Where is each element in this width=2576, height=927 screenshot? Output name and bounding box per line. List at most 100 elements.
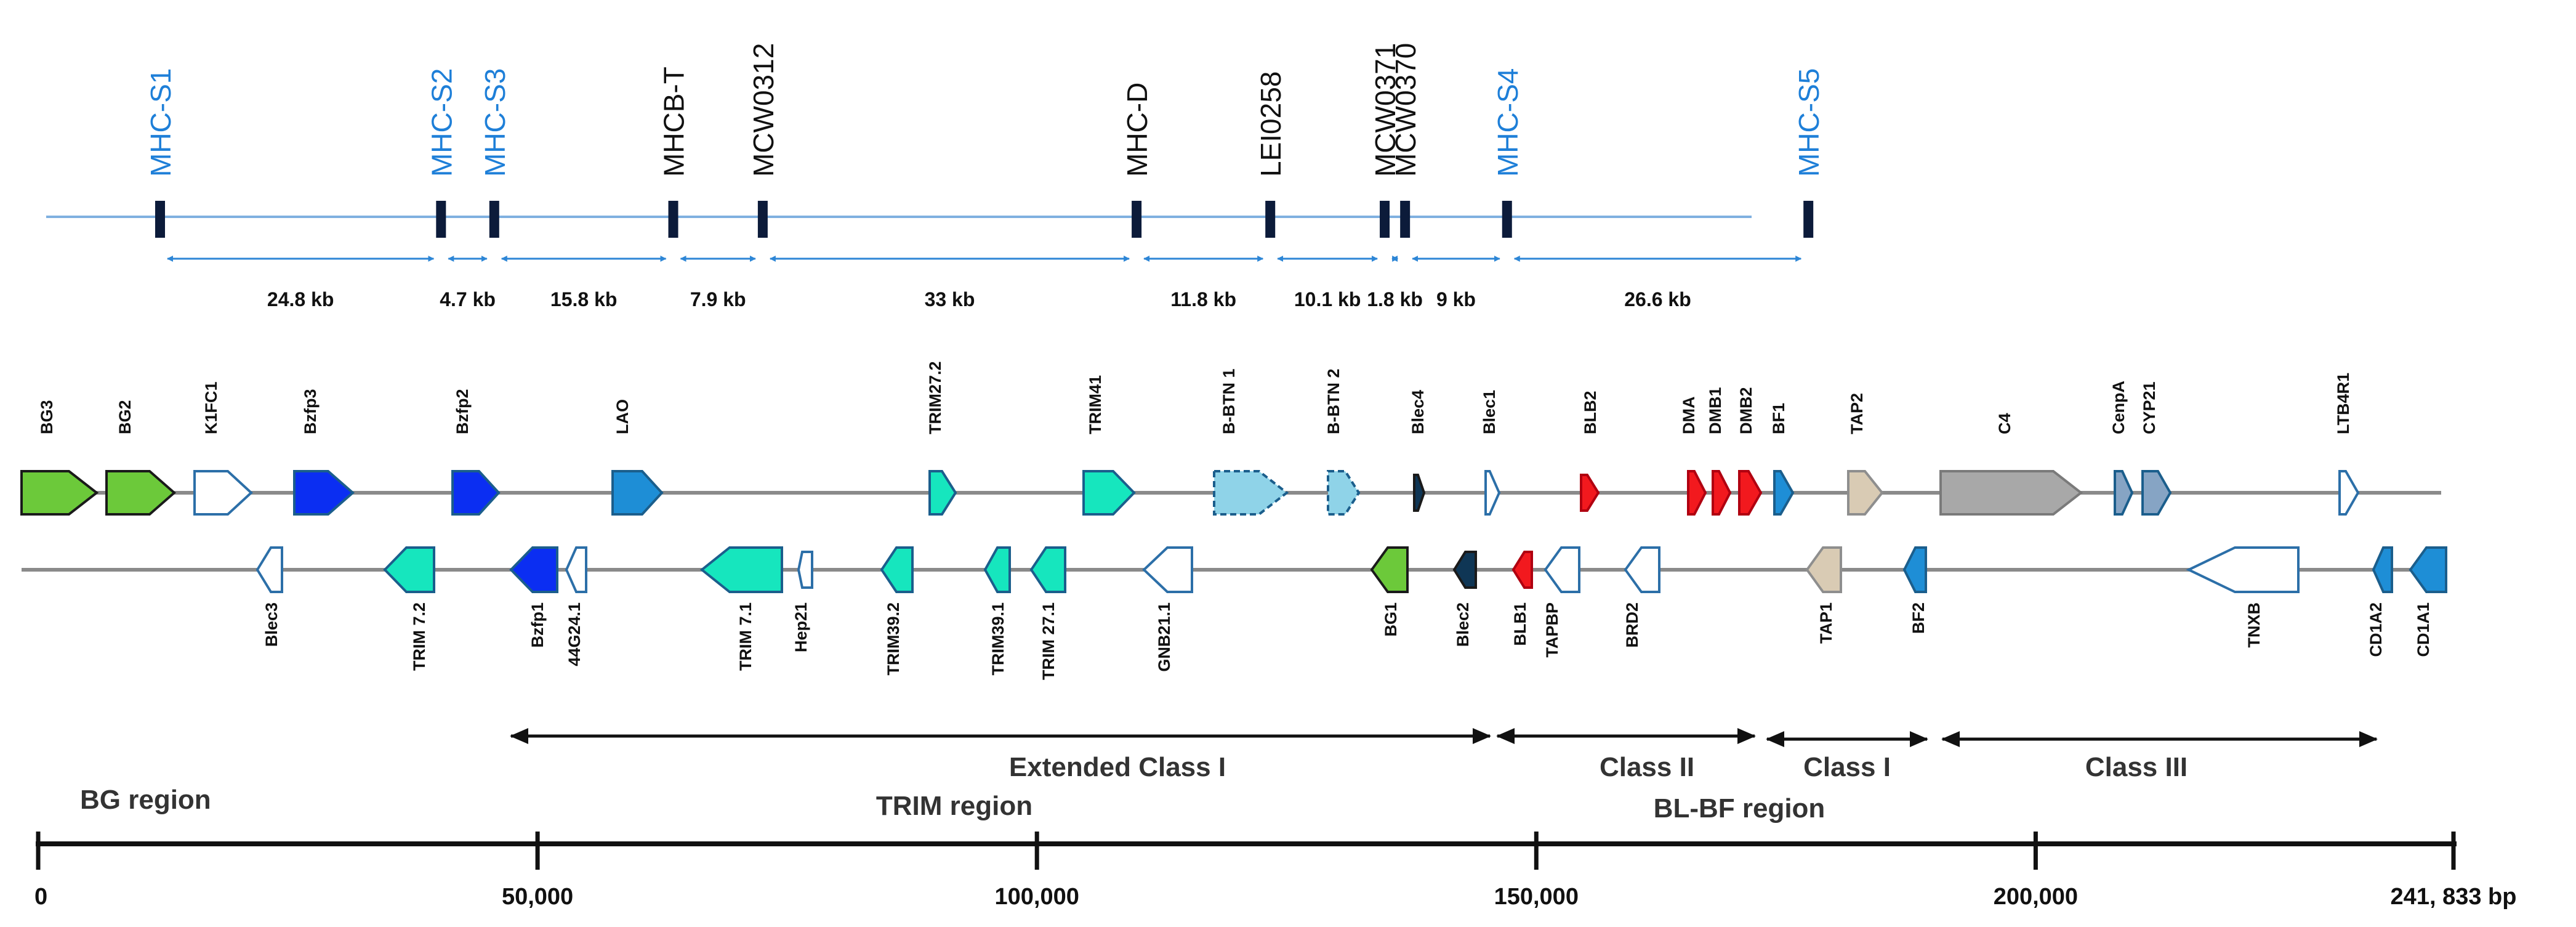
gene-label-bg3: BG3 [38, 400, 56, 434]
gene-label-blec3: Blec3 [262, 602, 281, 647]
gene-trim27-2 [928, 470, 957, 516]
gene-dmb1 [1712, 470, 1732, 516]
gene-label-trim39-2: TRIM39.2 [884, 602, 903, 676]
gene-label-trim39-1: TRIM39.1 [989, 602, 1007, 676]
distance-label: 26.6 kb [1624, 288, 1691, 310]
gene-tnxb [2186, 546, 2300, 593]
marker-tick-mcw0312 [757, 201, 768, 238]
gene-label-cyp21: CYP21 [2140, 381, 2159, 434]
distance-label: 24.8 kb [267, 288, 334, 310]
gene-label-dma: DMA [1680, 397, 1698, 435]
marker-tick-mhc-s5 [1803, 201, 1814, 238]
gene-blec2 [1452, 551, 1477, 589]
marker-tick-mcw0370 [1400, 201, 1411, 238]
distance-label: 33 kb [925, 288, 975, 310]
gene-trim-27-1 [1029, 546, 1066, 593]
marker-tick-mhc-s3 [489, 201, 499, 238]
gene-label-bzfp1: Bzfp1 [528, 602, 547, 648]
gene-label-b-btn-2: B-BTN 2 [1324, 369, 1343, 435]
gene-label-lao: LAO [613, 399, 632, 434]
distance-label: 15.8 kb [550, 288, 618, 310]
distance-label: 1.8 kb [1367, 288, 1423, 310]
scale-label: 150,000 [1494, 884, 1579, 910]
gene-blb1 [1511, 551, 1533, 589]
class-iii-label: Class III [2085, 752, 2188, 782]
top-gene-labels: BG3 BG2 K1FC1 Bzfp3 Bzfp2 LAO TRIM27.2 TRIM41 B-… [38, 361, 2353, 434]
gene-label-cd1a1: CD1A1 [2414, 602, 2433, 657]
scale-label: 100,000 [995, 884, 1079, 910]
gene-label-blec2: Blec2 [1454, 602, 1472, 647]
distance-label: 10.1 kb [1294, 288, 1361, 310]
marker-label-mcw0370: MCW0370 [1390, 43, 1422, 177]
class-i-label: Class I [1803, 752, 1891, 782]
trim-region-label: TRIM region [876, 791, 1032, 821]
gene-label-cd1a2: CD1A2 [2367, 602, 2385, 657]
marker-tick-lei0258 [1265, 201, 1276, 238]
gene-lao [611, 470, 664, 516]
bg-region-label: BG region [80, 785, 211, 815]
distance-label: 4.7 kb [440, 288, 496, 310]
gene-cyp21 [2141, 470, 2172, 516]
gene-k1fc1 [193, 470, 253, 516]
gene-bzfp2 [451, 470, 501, 516]
marker-label-mhc-d: MHC-D [1121, 83, 1153, 177]
marker-map: MHC-S1 MHC-S2 MHC-S3 MHCB-T MCW0312 MHC-D LEI0… [46, 43, 1825, 310]
marker-tick-mhcb-t [668, 201, 678, 238]
class-ii-label: Class II [1600, 752, 1694, 782]
distance-label: 7.9 kb [690, 288, 746, 310]
gene-label-brd2: BRD2 [1623, 602, 1641, 648]
gene-label-bf2: BF2 [1909, 602, 1928, 634]
gene-blec1 [1484, 470, 1501, 516]
gene-label-hep21: Hep21 [792, 602, 810, 652]
gene-c4 [1939, 470, 2083, 516]
gene-label-c4: C4 [1995, 413, 2014, 434]
gene-label-b-btn-1: B-BTN 1 [1220, 369, 1238, 435]
gene-label-44g24-1: 44G24.1 [565, 602, 584, 666]
gene-label-trim-7-2: TRIM 7.2 [410, 602, 429, 671]
extended-class-i-label: Extended Class I [1009, 752, 1226, 782]
gene-blb2 [1580, 474, 1600, 512]
distance-label: 9 kb [1436, 288, 1476, 310]
marker-label-mhc-s1: MHC-S1 [145, 68, 177, 177]
marker-labels: MHC-S1 MHC-S2 MHC-S3 MHCB-T MCW0312 MHC-D LEI0… [145, 43, 1825, 177]
marker-tick-mhc-s2 [436, 201, 446, 238]
marker-ticks [155, 201, 1814, 238]
marker-tick-mcw0371 [1380, 201, 1390, 238]
gene-bzfp3 [293, 470, 355, 516]
gene-label-trim41: TRIM41 [1086, 375, 1105, 434]
gene-label-blb2: BLB2 [1581, 391, 1600, 434]
gene-label-trim-27-1: TRIM 27.1 [1039, 602, 1058, 680]
scale-label: 200,000 [1994, 884, 2078, 910]
gene-trim39-2 [880, 546, 914, 593]
gene-ltb4r1 [2338, 470, 2360, 516]
gene-label-bzfp3: Bzfp3 [301, 389, 320, 435]
gene-dmb2 [1738, 470, 1763, 516]
gene-label-cenpa: CenpA [2109, 381, 2128, 434]
gene-label-dmb1: DMB1 [1706, 387, 1725, 434]
scale-ticks [36, 832, 2456, 870]
gene-bf1 [1773, 470, 1795, 516]
gene-label-ltb4r1: LTB4R1 [2334, 373, 2353, 434]
gene-cenpa [2114, 470, 2134, 516]
gene-label-bf1: BF1 [1769, 403, 1788, 434]
gene-tap2 [1847, 470, 1884, 516]
scale-label: 241, 833 bp [2391, 884, 2517, 910]
marker-label-mhc-s2: MHC-S2 [425, 68, 457, 177]
gene-label-tap2: TAP2 [1848, 393, 1866, 434]
marker-label-mhc-s5: MHC-S5 [1793, 68, 1825, 177]
marker-tick-mhc-d [1132, 201, 1142, 238]
gene-label-bg1: BG1 [1382, 602, 1400, 637]
gene-tapbp [1544, 546, 1580, 593]
gene-trim41 [1082, 470, 1136, 516]
marker-label-mhcb-t: MHCB-T [658, 67, 690, 177]
gene-cd1a1 [2409, 546, 2447, 593]
gene-b-btn-1 [1213, 470, 1289, 516]
gene-bg2 [105, 470, 177, 516]
gene-label-blec4: Blec4 [1409, 390, 1427, 434]
marker-tick-mhc-s4 [1502, 201, 1512, 238]
gene-blec3 [256, 546, 283, 593]
gene-gnb21-1 [1142, 546, 1193, 593]
gene-trim39-1 [983, 546, 1011, 593]
distance-labels: 24.8 kb 4.7 kb 15.8 kb 7.9 kb 33 kb 11.8 kb 10… [267, 288, 1691, 310]
gene-trim-7-2 [383, 546, 435, 593]
